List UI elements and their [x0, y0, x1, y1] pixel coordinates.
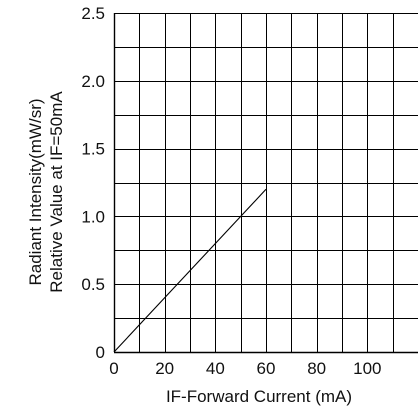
- x-tick-label: 0: [109, 359, 118, 378]
- y-tick-label: 1.0: [81, 207, 105, 226]
- y-tick-label: 0: [96, 343, 105, 362]
- series: [113, 188, 267, 353]
- y-tick-label: 1.5: [81, 140, 105, 159]
- x-axis-title: IF-Forward Current (mA): [166, 387, 352, 406]
- x-tick-label: 60: [257, 359, 276, 378]
- axes: [113, 13, 418, 354]
- y-tick-label: 0.5: [81, 275, 105, 294]
- y-axis-title-line-2: Relative Value at IF=50mA: [47, 91, 66, 293]
- y-axis-title-line-1: Radiant Intensity(mW/sr): [26, 98, 45, 285]
- y-tick-label: 2.0: [81, 72, 105, 91]
- x-tick-label: 80: [307, 359, 326, 378]
- x-tick-label: 40: [206, 359, 225, 378]
- series-line: [113, 188, 267, 353]
- grid: [114, 13, 418, 352]
- y-tick-label: 2.5: [81, 4, 105, 23]
- tick-labels: 0 20 40 60 80 100 0 0.5 1.0 1.5 2.0 2.5: [81, 4, 381, 378]
- x-tick-label: 20: [155, 359, 174, 378]
- x-tick-label: 100: [353, 359, 381, 378]
